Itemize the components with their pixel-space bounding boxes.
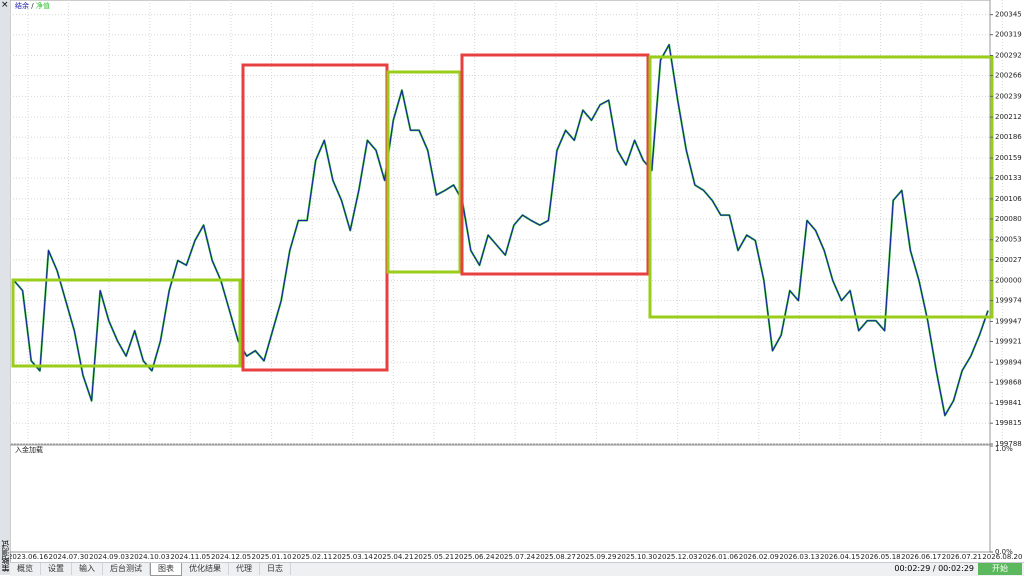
y-tick-label: 200186 bbox=[995, 133, 1022, 141]
zone-box bbox=[386, 70, 462, 274]
x-tick-label: 2026.03.13 bbox=[779, 553, 819, 561]
legend-separator: / bbox=[31, 2, 34, 10]
y-tick-label: 199815 bbox=[995, 419, 1022, 427]
x-tick-label: 2025.03.14 bbox=[333, 553, 374, 561]
x-tick-label: 2024.10.03 bbox=[130, 553, 170, 561]
y-tick-label: 199841 bbox=[995, 399, 1022, 407]
legend-entry: 净值 bbox=[36, 1, 50, 10]
y-tick-label: 200319 bbox=[995, 31, 1022, 39]
x-tick-label: 2025.06.24 bbox=[455, 553, 496, 561]
legend-entry: 结余 bbox=[15, 1, 29, 10]
tab[interactable]: 优化结果 bbox=[182, 563, 229, 575]
tab[interactable]: 图表 bbox=[150, 563, 182, 576]
x-tick-label: 2025.12.03 bbox=[658, 553, 698, 561]
y-tick-label: 200133 bbox=[995, 174, 1022, 182]
x-tick-label: 2024.09.03 bbox=[89, 553, 129, 561]
y-tick-label: 199974 bbox=[995, 297, 1022, 305]
tab-bar: 概览 设置 输入 后台测试 图表 优化结果 代理 日志 00:02:29 / 00:02:29 … bbox=[10, 562, 1024, 576]
x-tick-label: 2024.11.05 bbox=[170, 553, 210, 561]
series-line bbox=[13, 44, 989, 416]
elapsed-time: 00:02:29 / 00:02:29 bbox=[894, 564, 974, 573]
zone-box bbox=[11, 278, 242, 368]
x-tick-label: 2025.07.24 bbox=[495, 553, 536, 561]
y-tick-label: 200080 bbox=[995, 215, 1022, 223]
y-tick-label: 199921 bbox=[995, 337, 1022, 345]
y-tick-label: 200000 bbox=[995, 277, 1022, 285]
tab[interactable]: 后台测试 bbox=[103, 563, 150, 575]
y-tick-label: 200292 bbox=[995, 52, 1022, 60]
y-tick-label: 200266 bbox=[995, 72, 1022, 80]
deposit-tick-label: 0.0% bbox=[995, 548, 1013, 556]
y-tick-label: 199947 bbox=[995, 317, 1022, 325]
tab[interactable]: 概览 bbox=[10, 563, 41, 575]
sidebar-title: 策略测试 bbox=[1, 540, 10, 572]
y-tick-label: 200027 bbox=[995, 256, 1022, 264]
y-tick-label: 200212 bbox=[995, 113, 1022, 121]
x-tick-label: 2026.02.09 bbox=[739, 553, 779, 561]
x-tick-label: 2026.08.20 bbox=[982, 553, 1022, 561]
y-tick-label: 200106 bbox=[995, 195, 1022, 203]
y-tick-label: 200053 bbox=[995, 236, 1022, 244]
x-tick-label: 2026.07.21 bbox=[942, 553, 982, 561]
x-tick-label: 2023.06.16 bbox=[10, 553, 49, 561]
y-tick-label: 199868 bbox=[995, 378, 1022, 386]
x-tick-label: 2026.06.17 bbox=[901, 553, 941, 561]
x-tick-label: 2025.09.29 bbox=[576, 553, 616, 561]
y-tick-label: 200345 bbox=[995, 11, 1022, 19]
tab[interactable]: 代理 bbox=[229, 563, 260, 575]
x-tick-label: 2024.07.30 bbox=[49, 553, 89, 561]
chart: 结余 / 净值 入金加载 200345 200319 200292 200266 200… bbox=[10, 0, 1022, 561]
y-tick-label: 200159 bbox=[995, 154, 1022, 162]
legend: 结余 / 净值 bbox=[15, 1, 50, 10]
x-tick-label: 2025.10.30 bbox=[617, 553, 657, 561]
y-tick-label: 199894 bbox=[995, 358, 1022, 366]
x-tick-label: 2026.04.15 bbox=[820, 553, 860, 561]
tab[interactable]: 设置 bbox=[41, 563, 72, 575]
deposit-title: 入金加载 bbox=[15, 445, 43, 454]
close-button[interactable]: × bbox=[1, 0, 9, 10]
zone-box bbox=[648, 55, 994, 319]
x-tick-label: 2026.01.06 bbox=[698, 553, 739, 561]
tab[interactable]: 输入 bbox=[72, 563, 103, 575]
x-tick-label: 2026.05.18 bbox=[861, 553, 901, 561]
x-tick-label: 2025.01.10 bbox=[252, 553, 292, 561]
x-tick-label: 2025.02.11 bbox=[292, 553, 332, 561]
start-button[interactable]: 开始 bbox=[978, 563, 1022, 575]
deposit-tick-label: 1.0% bbox=[995, 445, 1013, 453]
tab[interactable]: 日志 bbox=[260, 563, 291, 575]
x-tick-label: 2025.05.21 bbox=[414, 553, 454, 561]
y-tick-label: 199788 bbox=[995, 440, 1022, 448]
x-tick-label: 2025.04.21 bbox=[373, 553, 413, 561]
deposit-frame bbox=[10, 444, 991, 553]
x-tick-label: 2024.12.05 bbox=[211, 553, 251, 561]
zone-box bbox=[460, 53, 650, 276]
plot-frame bbox=[10, 0, 991, 445]
x-tick-label: 2025.08.27 bbox=[536, 553, 576, 561]
zones bbox=[11, 53, 994, 372]
y-tick-label: 200239 bbox=[995, 92, 1022, 100]
